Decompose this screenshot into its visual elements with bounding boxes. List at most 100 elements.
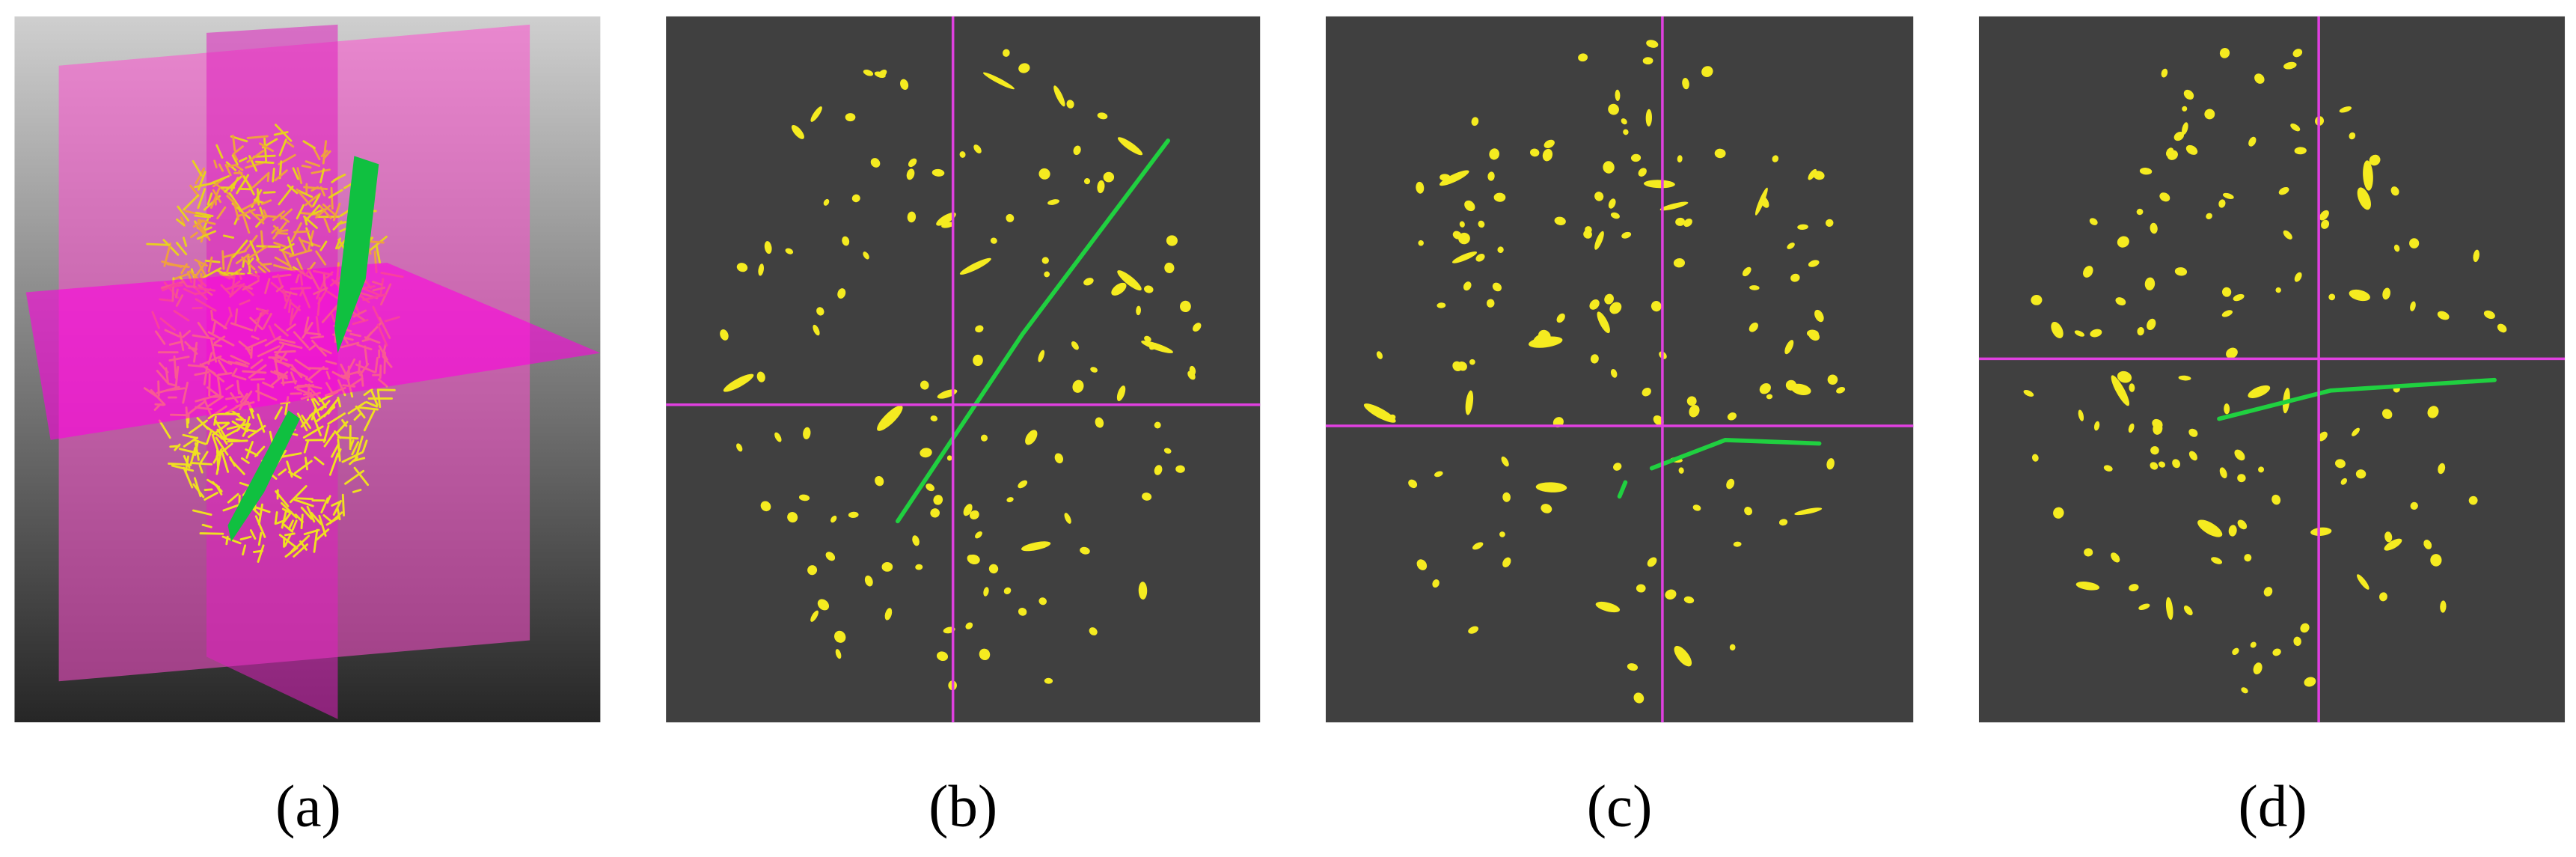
vessel-cross-section xyxy=(2188,428,2198,437)
vessel-cross-section xyxy=(2153,422,2163,435)
vessel-branch xyxy=(304,457,308,471)
vessel-cross-section xyxy=(1692,504,1701,511)
vessel-cross-section xyxy=(1627,663,1639,671)
vessel-branch xyxy=(320,399,327,409)
vessel-cross-section xyxy=(2222,192,2234,199)
vessel-branch xyxy=(315,528,330,541)
vessel-cross-section xyxy=(1742,266,1752,277)
vessel-cross-section xyxy=(2283,230,2292,240)
vessel-branch xyxy=(361,439,368,453)
vessel-cross-section xyxy=(851,194,860,203)
vessel-cross-section xyxy=(1678,467,1684,474)
vessel-branch xyxy=(195,167,206,185)
vessel-cross-section xyxy=(2254,73,2265,84)
vessel-cross-section xyxy=(1643,180,1675,189)
vessel-cross-section xyxy=(1475,254,1485,262)
vessel-cross-section xyxy=(1437,302,1446,308)
vessel-branch xyxy=(231,154,239,165)
vessel-cross-section xyxy=(2103,465,2113,472)
vessel-branch xyxy=(319,205,332,219)
vessel-cross-section xyxy=(959,257,991,275)
vessel-cross-section xyxy=(1006,497,1014,503)
vessel-cross-section xyxy=(2369,154,2381,166)
vessel-cross-section xyxy=(1416,559,1428,570)
vessel-cross-section xyxy=(848,511,859,518)
vessel-branch xyxy=(146,243,171,246)
vessel-branch xyxy=(312,194,321,207)
vessel-cross-section xyxy=(2174,267,2188,276)
vessel-branch xyxy=(177,205,190,222)
vessel-cross-section xyxy=(2111,375,2130,406)
vessel-cross-section xyxy=(1727,412,1737,421)
vessel-branch xyxy=(283,510,293,523)
vessel-cross-section xyxy=(2248,136,2257,147)
vessel-cross-section xyxy=(2293,636,2301,647)
vessel-cross-section xyxy=(1630,153,1642,162)
vessel-cross-section xyxy=(1501,456,1509,467)
vessel-cross-section xyxy=(1556,313,1565,323)
vessel-branch xyxy=(242,175,255,196)
vessel-branch xyxy=(302,425,324,439)
vessel-cross-section xyxy=(990,237,997,244)
vessel-branch xyxy=(315,250,327,266)
vessel-branch xyxy=(235,418,246,421)
vessel-cross-section xyxy=(2409,238,2420,248)
vessel-branch xyxy=(299,540,308,551)
vessel-cross-section xyxy=(1749,285,1760,290)
vessel-cross-section xyxy=(736,443,743,452)
vessel-cross-section xyxy=(1604,293,1614,305)
vessel-branch xyxy=(305,160,320,168)
vessel-branch xyxy=(232,240,248,258)
vessel-branch xyxy=(301,414,311,430)
vessel-cross-section xyxy=(2250,641,2257,648)
vessel-branch xyxy=(337,396,342,408)
vessel-cross-section xyxy=(1794,507,1823,516)
vessel-cross-section xyxy=(2084,548,2093,557)
vessel-branch xyxy=(316,406,336,423)
vessel-cross-section xyxy=(2423,540,2432,549)
vessel-cross-section xyxy=(2083,266,2093,278)
vessel-cross-section xyxy=(1554,216,1566,225)
vessel-cross-section xyxy=(1376,351,1383,359)
vessel-cross-section xyxy=(1621,231,1632,239)
vessel-cross-section xyxy=(1434,471,1443,478)
vessel-branch xyxy=(308,230,314,251)
vessel-branch xyxy=(305,204,321,222)
vessel-cross-section xyxy=(1499,531,1505,537)
vessel-cross-section xyxy=(1080,546,1090,555)
vessel-cross-section xyxy=(930,508,940,518)
vessel-cross-section xyxy=(881,561,893,572)
vessel-cross-section xyxy=(2172,459,2181,469)
vessel-branch xyxy=(226,195,239,207)
vessel-branch xyxy=(296,412,308,432)
vessel-cross-section xyxy=(1541,504,1552,513)
vessel-cross-section xyxy=(1095,417,1104,428)
vessel-branch xyxy=(193,439,207,445)
green-vessel xyxy=(1649,437,1822,471)
vessel-cross-section xyxy=(1683,219,1692,228)
vessel-branch xyxy=(246,428,258,433)
vessel-cross-section xyxy=(1683,596,1695,604)
vessel-branch xyxy=(193,262,206,280)
vessel-branch xyxy=(162,239,180,256)
vessel-cross-section xyxy=(723,373,754,392)
vessel-cross-section xyxy=(1003,587,1012,594)
vessel-cross-section xyxy=(2438,463,2446,475)
vessel-cross-section xyxy=(912,535,920,546)
green-vessel xyxy=(227,410,301,542)
vessel-cross-section xyxy=(2173,132,2185,141)
vessel-cross-section xyxy=(1766,394,1773,400)
vessel-cross-section xyxy=(1071,341,1079,350)
vessel-cross-section xyxy=(2053,507,2064,519)
vessel-cross-section xyxy=(930,415,938,422)
vessel-cross-section xyxy=(1638,168,1647,177)
vessel-branch xyxy=(183,237,188,247)
vessel-cross-section xyxy=(980,434,988,442)
vessel-cross-section xyxy=(2234,449,2245,461)
vessel-cross-section xyxy=(2115,297,2126,306)
vessel-cross-section xyxy=(1642,57,1653,65)
vessel-cross-section xyxy=(967,555,976,564)
vessel-branch xyxy=(369,235,388,251)
slice-background xyxy=(1325,16,1914,723)
vessel-branch xyxy=(259,207,266,220)
